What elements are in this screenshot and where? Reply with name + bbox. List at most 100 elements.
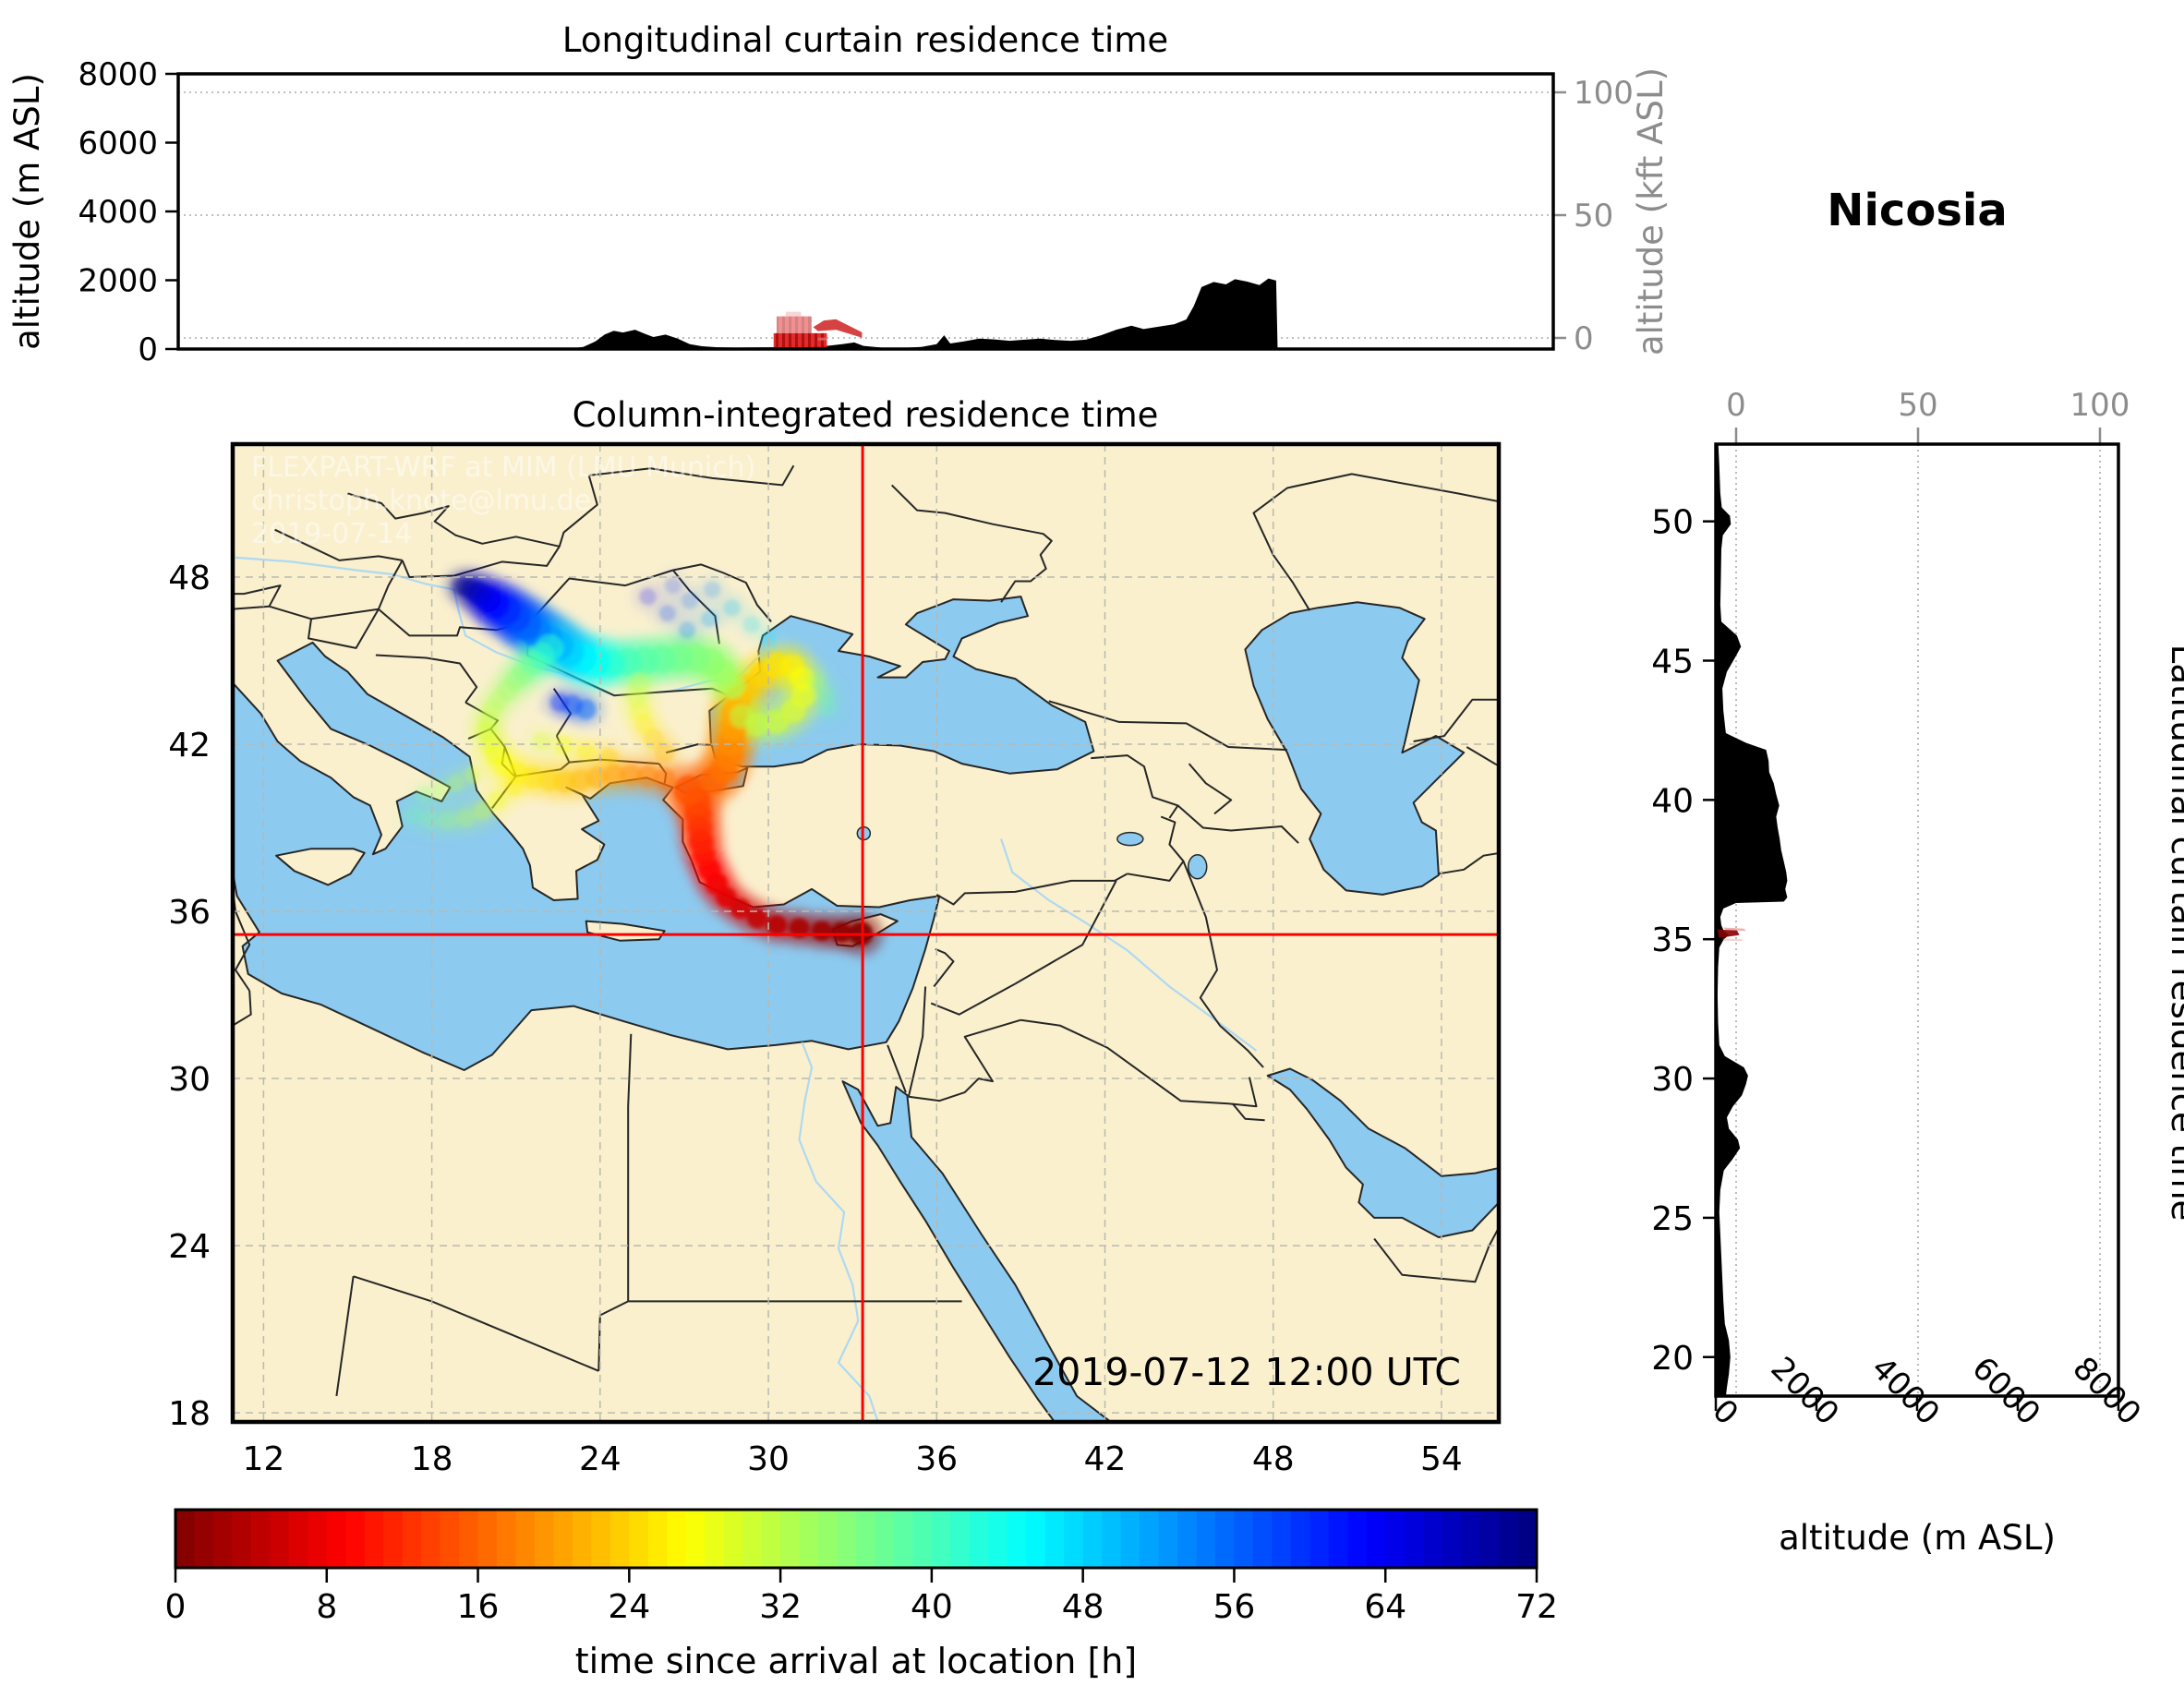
country-border	[233, 990, 252, 1027]
country-border	[1048, 700, 1287, 752]
river	[798, 1042, 879, 1422]
trajectory-point	[816, 684, 836, 704]
trajectory-point	[723, 599, 741, 617]
colorbar-cell	[308, 1510, 328, 1568]
trajectory-point	[456, 809, 476, 827]
residence-plume-mark	[1721, 938, 1744, 942]
trajectory-point	[766, 915, 788, 936]
colorbar-tick-label: 72	[1515, 1588, 1558, 1626]
watermark-line1: FLEXPART-WRF at MIM (LMU Munich)	[251, 452, 755, 484]
colorbar-cell	[780, 1510, 801, 1568]
latitudinal-gridlines	[1735, 444, 2101, 1396]
colorbar-cell	[402, 1510, 422, 1568]
trajectory-point	[746, 908, 767, 929]
trajectory-point	[451, 576, 469, 596]
trajectory-point	[682, 592, 698, 609]
trajectory-point	[636, 765, 659, 788]
colorbar-cell	[250, 1510, 271, 1568]
colorbar-cell	[1423, 1510, 1443, 1568]
country-border	[1188, 763, 1233, 815]
longitudinal-ylabel: altitude (m ASL)	[7, 73, 47, 350]
country-border	[335, 1276, 355, 1397]
longitudinal-frame	[176, 72, 1555, 351]
trajectory-point	[742, 616, 760, 633]
colorbar-cell	[591, 1510, 611, 1568]
trajectory-point	[503, 777, 523, 797]
lon-tick-label: 12	[243, 1440, 285, 1478]
trajectory-point	[831, 921, 851, 943]
colorbar-cell	[175, 1510, 196, 1568]
map-watermark: FLEXPART-WRF at MIM (LMU Munich) christo…	[251, 452, 755, 550]
kft-tick-label: 50	[1898, 387, 1937, 424]
trajectory-point	[603, 764, 625, 787]
colorbar-panel: 0 8 16 24 32 40 48 56 64 72 time since arrival at…	[165, 1508, 1558, 1681]
trajectory-point	[430, 781, 448, 799]
colorbar-cell	[440, 1510, 460, 1568]
colorbar-cell	[1007, 1510, 1027, 1568]
colorbar-tick-label: 32	[759, 1588, 802, 1626]
river	[1000, 838, 1258, 1052]
colorbar-cell	[1328, 1510, 1348, 1568]
colorbar-tick-label: 16	[457, 1588, 500, 1626]
map-tick-labels: 12 18 24 30 36 42 48 54 18 24 30 36 42 48	[168, 560, 1463, 1478]
map-crosshair	[233, 444, 1499, 1422]
lat-tick-label: 48	[168, 560, 211, 597]
lat-tick-label: 30	[168, 1061, 211, 1099]
terrain-silhouette-latitudinal	[1716, 444, 1788, 1396]
colorbar-cell	[194, 1510, 214, 1568]
country-border	[233, 584, 282, 608]
colorbar-cell	[856, 1510, 876, 1568]
lon-tick-label: 30	[747, 1440, 790, 1478]
sea-polygon	[1244, 601, 1466, 896]
alt-tick-label: 4000	[78, 194, 158, 231]
colorbar-cell	[515, 1510, 536, 1568]
colorbar-cell	[477, 1510, 498, 1568]
trajectory-point	[730, 704, 754, 729]
colorbar-tick-label: 8	[316, 1588, 337, 1626]
latitudinal-content	[1716, 444, 1788, 1396]
trajectory-point	[658, 605, 676, 622]
colorbar-cell	[232, 1510, 252, 1568]
colorbar-tick-label: 56	[1213, 1588, 1256, 1626]
trajectory-point	[730, 898, 751, 919]
trajectory-point	[599, 747, 618, 766]
country-border	[377, 560, 404, 610]
residence-plume-mark	[1717, 929, 1740, 938]
sea-polygon	[841, 1080, 1112, 1422]
colorbar-cell	[950, 1510, 971, 1568]
trajectory-point	[654, 742, 675, 764]
colorbar-tick-label: 48	[1062, 1588, 1104, 1626]
colorbar-cell	[1234, 1510, 1254, 1568]
colorbar-cell	[497, 1510, 517, 1568]
station-title: Nicosia	[1827, 185, 2007, 236]
longitudinal-ticks: 0 50 100 0 2000 4000 6000 8000	[78, 56, 1633, 368]
trajectory-point	[653, 767, 676, 790]
trajectory-point	[664, 577, 682, 595]
lat-tick-label: 36	[168, 894, 211, 932]
colorbar-cell	[1479, 1510, 1500, 1568]
lake	[1116, 831, 1144, 847]
country-border	[1413, 698, 1499, 742]
colorbar-cell	[988, 1510, 1008, 1568]
country-border	[375, 654, 478, 704]
trajectory-point	[538, 769, 561, 792]
colorbar-cell	[931, 1510, 951, 1568]
colorbar-cell	[1366, 1510, 1386, 1568]
trajectory-point	[576, 741, 596, 761]
lon-tick-label: 42	[1084, 1440, 1127, 1478]
residence-plume-block	[773, 332, 827, 349]
colorbar-cell	[572, 1510, 592, 1568]
colorbar-frame	[174, 1508, 1538, 1570]
colorbar-cell	[1252, 1510, 1273, 1568]
colorbar-cell	[723, 1510, 743, 1568]
residence-plume-block	[777, 316, 812, 333]
colorbar-cell	[1158, 1510, 1178, 1568]
country-border	[308, 608, 380, 649]
trajectory-point	[532, 732, 551, 751]
colorbar-cell	[837, 1510, 857, 1568]
residence-plume-block	[785, 311, 802, 317]
colorbar-cell	[383, 1510, 404, 1568]
kft-tick-label: 100	[1574, 75, 1634, 112]
trajectory-point	[679, 621, 695, 639]
colorbar-cell	[705, 1510, 725, 1568]
